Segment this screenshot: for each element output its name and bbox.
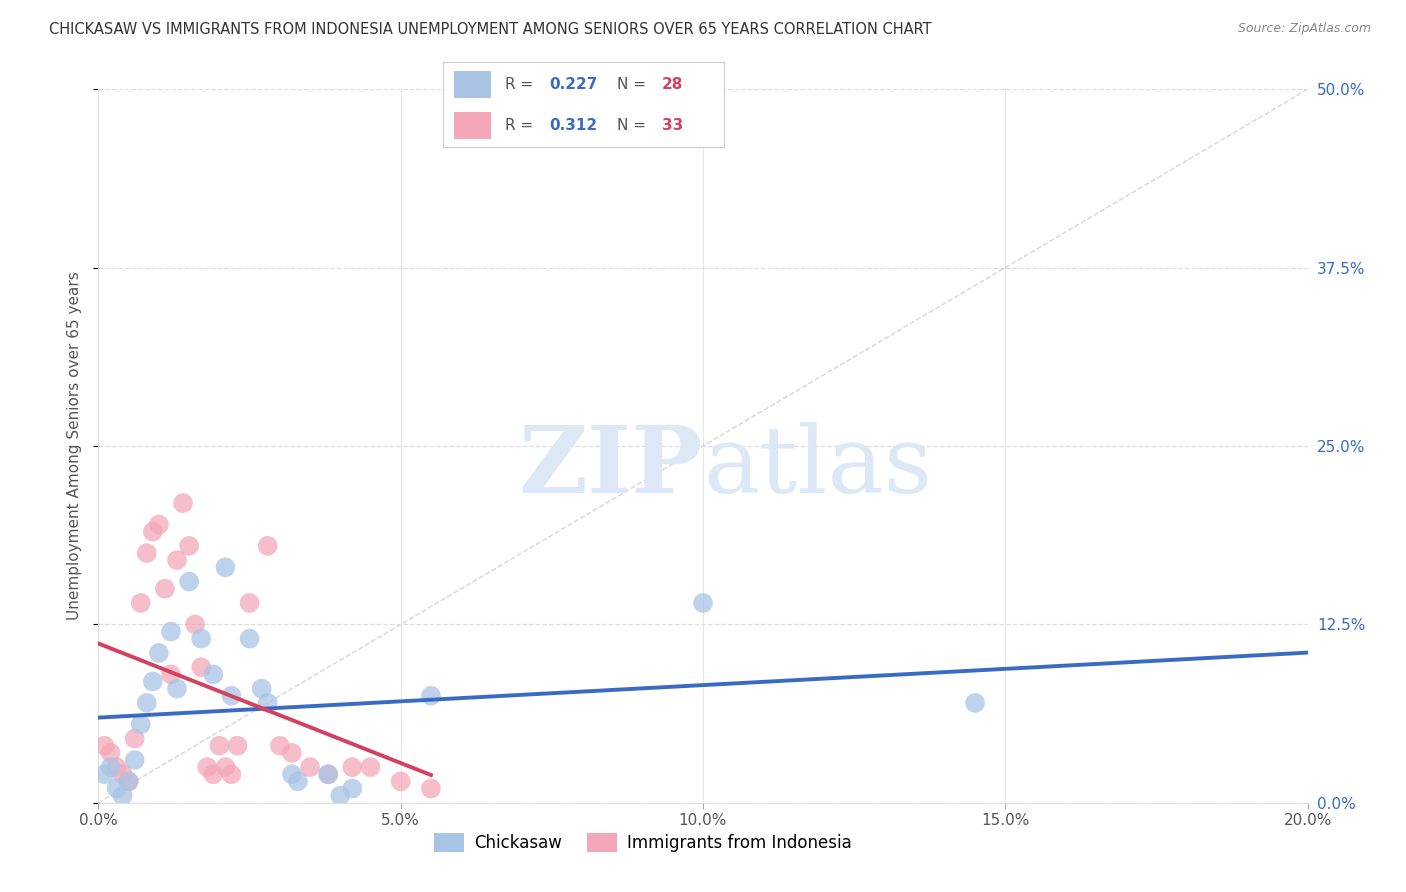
Point [226,739,249,753]
Point [420,781,443,796]
Point [214,760,236,774]
Point [129,717,152,731]
Point [342,781,364,796]
Point [208,739,231,753]
Point [118,774,141,789]
Point [221,767,243,781]
Point [299,760,322,774]
Point [256,696,278,710]
Point [148,646,170,660]
Text: R =: R = [505,77,538,92]
Point [250,681,273,696]
Point [105,760,128,774]
Point [692,596,714,610]
Point [269,739,291,753]
Text: N =: N = [617,118,651,133]
Point [166,681,188,696]
Text: 0.227: 0.227 [550,77,598,92]
Point [316,767,339,781]
Point [179,539,201,553]
Point [281,746,304,760]
Point [142,674,165,689]
Point [93,739,115,753]
Point [135,696,157,710]
Point [239,596,262,610]
Point [124,753,146,767]
Point [239,632,262,646]
Point [202,667,225,681]
Point [256,539,278,553]
Y-axis label: Unemployment Among Seniors over 65 years: Unemployment Among Seniors over 65 years [67,272,83,620]
Point [287,774,309,789]
Point [160,624,183,639]
Text: N =: N = [617,77,651,92]
Text: R =: R = [505,118,538,133]
Text: 0.312: 0.312 [550,118,598,133]
Point [100,760,122,774]
Point [179,574,201,589]
Point [184,617,207,632]
Point [153,582,176,596]
Point [111,789,134,803]
Point [93,767,115,781]
FancyBboxPatch shape [454,112,491,139]
Point [195,760,218,774]
Text: 33: 33 [662,118,683,133]
Point [111,767,134,781]
Point [118,774,141,789]
Point [360,760,382,774]
Point [100,746,122,760]
Point [190,660,212,674]
FancyBboxPatch shape [454,71,491,98]
Point [129,596,152,610]
Text: Source: ZipAtlas.com: Source: ZipAtlas.com [1237,22,1371,36]
Point [190,632,212,646]
Point [316,767,339,781]
Point [342,760,364,774]
Point [389,774,412,789]
Point [124,731,146,746]
Text: 28: 28 [662,77,683,92]
Point [221,689,243,703]
Text: ZIP: ZIP [519,423,703,512]
Point [142,524,165,539]
Point [281,767,304,781]
Text: atlas: atlas [703,423,932,512]
Point [214,560,236,574]
Point [420,689,443,703]
Point [105,781,128,796]
Legend: Chickasaw, Immigrants from Indonesia: Chickasaw, Immigrants from Indonesia [427,826,858,859]
Point [135,546,157,560]
Point [148,517,170,532]
Point [172,496,194,510]
Point [166,553,188,567]
Point [160,667,183,681]
Point [965,696,987,710]
Point [202,767,225,781]
Point [329,789,352,803]
Text: CHICKASAW VS IMMIGRANTS FROM INDONESIA UNEMPLOYMENT AMONG SENIORS OVER 65 YEARS : CHICKASAW VS IMMIGRANTS FROM INDONESIA U… [49,22,932,37]
